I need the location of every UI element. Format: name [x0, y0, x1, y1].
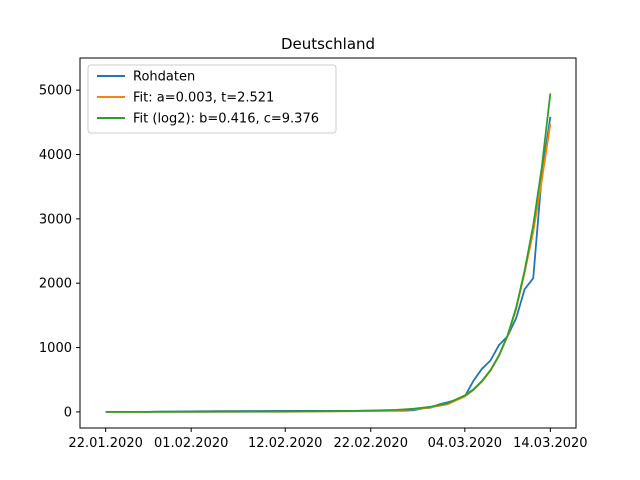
x-tick-label: 22.02.2020	[334, 436, 408, 451]
plot-area	[105, 93, 552, 413]
x-tick-label: 01.02.2020	[154, 436, 228, 451]
legend-label-fit: Fit: a=0.003, t=2.521	[133, 91, 274, 106]
axes: 22.01.2020 01.02.2020 12.02.2020 22.02.2020…	[39, 84, 588, 451]
y-tick-label: 0	[64, 405, 72, 420]
series-line-0	[105, 116, 552, 413]
x-tick-label: 22.01.2020	[68, 436, 142, 451]
y-tick-label: 5000	[39, 84, 72, 99]
x-tick-label: 12.02.2020	[248, 436, 322, 451]
x-tick-label: 14.03.2020	[513, 436, 587, 451]
legend-label-fit-log2: Fit (log2): b=0.416, c=9.376	[133, 112, 319, 127]
legend-box	[87, 64, 337, 134]
y-tick-label: 1000	[39, 341, 72, 356]
x-tick-label: 04.03.2020	[428, 436, 502, 451]
chart-title: Deutschland	[281, 35, 375, 53]
legend-label-rohdaten: Rohdaten	[133, 70, 195, 85]
legend: Rohdaten Fit: a=0.003, t=2.521 Fit (log2…	[87, 64, 337, 134]
y-tick-label: 3000	[39, 212, 72, 227]
plot-frame	[79, 57, 577, 429]
series-line-2	[105, 93, 552, 413]
series-line-1	[105, 123, 552, 413]
y-tick-label: 2000	[39, 277, 72, 292]
y-tick-label: 4000	[39, 148, 72, 163]
